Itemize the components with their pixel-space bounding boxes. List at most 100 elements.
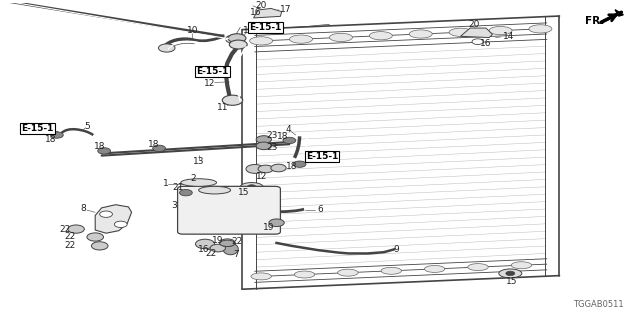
Text: 16: 16 (198, 244, 209, 253)
Text: 18: 18 (285, 162, 297, 171)
Text: 6: 6 (317, 204, 323, 214)
Text: 5: 5 (84, 122, 90, 131)
Text: 22: 22 (64, 241, 76, 250)
Text: 16: 16 (480, 39, 492, 48)
Ellipse shape (330, 33, 353, 42)
Text: 12: 12 (243, 26, 254, 35)
Text: 17: 17 (280, 5, 292, 14)
Ellipse shape (153, 145, 166, 152)
Ellipse shape (283, 137, 296, 144)
Circle shape (472, 39, 483, 44)
Text: 11: 11 (217, 103, 228, 112)
Polygon shape (461, 28, 492, 37)
Ellipse shape (338, 269, 358, 276)
Circle shape (506, 271, 515, 276)
Text: 23: 23 (266, 131, 278, 140)
Text: FR.: FR. (585, 16, 604, 26)
Ellipse shape (195, 239, 214, 249)
Circle shape (159, 44, 175, 52)
Ellipse shape (424, 266, 445, 272)
Text: 1: 1 (163, 179, 168, 188)
Text: E-15-1: E-15-1 (250, 23, 282, 32)
Ellipse shape (210, 244, 225, 252)
Ellipse shape (489, 27, 512, 35)
Text: 19: 19 (263, 223, 275, 232)
Text: 7: 7 (233, 250, 239, 259)
Text: 18: 18 (277, 132, 289, 141)
Ellipse shape (68, 225, 84, 233)
Text: 22: 22 (206, 249, 217, 258)
Text: 21: 21 (173, 183, 184, 192)
Circle shape (225, 35, 242, 43)
Text: 4: 4 (285, 125, 291, 134)
Circle shape (474, 31, 484, 36)
Ellipse shape (250, 37, 273, 45)
Text: E-15-1: E-15-1 (196, 67, 229, 76)
Text: 16: 16 (250, 8, 262, 17)
Ellipse shape (179, 189, 192, 196)
Ellipse shape (409, 30, 432, 38)
Text: 20: 20 (469, 20, 480, 29)
Text: 12: 12 (204, 79, 215, 88)
Ellipse shape (499, 269, 522, 278)
Text: 8: 8 (81, 204, 86, 213)
Ellipse shape (92, 242, 108, 250)
Text: 18: 18 (45, 135, 56, 144)
Ellipse shape (251, 273, 271, 280)
Ellipse shape (511, 262, 532, 269)
Text: 23: 23 (266, 143, 278, 152)
Text: 22: 22 (64, 233, 76, 242)
Text: 12: 12 (255, 172, 267, 181)
Ellipse shape (529, 25, 552, 33)
Circle shape (246, 164, 264, 173)
Ellipse shape (87, 233, 104, 241)
Text: 15: 15 (237, 188, 249, 197)
Text: 22: 22 (59, 225, 70, 234)
Text: 2: 2 (191, 174, 196, 183)
Text: 3: 3 (172, 201, 177, 210)
Text: TGGAB0511: TGGAB0511 (573, 300, 623, 309)
Polygon shape (253, 8, 282, 18)
Ellipse shape (240, 182, 263, 191)
Ellipse shape (51, 132, 63, 138)
Text: 13: 13 (193, 157, 204, 166)
Ellipse shape (269, 219, 284, 227)
Ellipse shape (289, 35, 312, 43)
Ellipse shape (294, 271, 315, 278)
Text: 10: 10 (186, 26, 198, 35)
FancyBboxPatch shape (177, 186, 280, 234)
Ellipse shape (98, 148, 111, 154)
Text: E-15-1: E-15-1 (22, 124, 54, 133)
Circle shape (247, 185, 256, 189)
Ellipse shape (256, 142, 271, 150)
Ellipse shape (381, 267, 401, 274)
Ellipse shape (256, 136, 271, 143)
Ellipse shape (468, 264, 488, 271)
Text: 22: 22 (231, 237, 243, 246)
Text: 18: 18 (148, 140, 160, 149)
Text: 18: 18 (94, 142, 106, 151)
Circle shape (262, 11, 273, 16)
Ellipse shape (198, 186, 230, 194)
Circle shape (115, 221, 127, 228)
Circle shape (229, 40, 247, 49)
Text: 20: 20 (255, 1, 267, 10)
Ellipse shape (293, 161, 306, 167)
Circle shape (258, 165, 273, 173)
Ellipse shape (220, 240, 235, 246)
Text: E-15-1: E-15-1 (306, 152, 338, 161)
Circle shape (228, 34, 246, 43)
Circle shape (222, 95, 243, 105)
Ellipse shape (223, 243, 238, 255)
Polygon shape (95, 205, 132, 233)
Text: 14: 14 (502, 32, 514, 41)
Text: 9: 9 (394, 245, 399, 254)
Ellipse shape (449, 28, 472, 36)
Circle shape (271, 164, 286, 172)
Circle shape (100, 211, 113, 217)
Ellipse shape (369, 32, 392, 40)
Text: 19: 19 (212, 236, 223, 245)
Polygon shape (615, 10, 623, 16)
Text: 15: 15 (506, 277, 517, 286)
Ellipse shape (180, 179, 216, 186)
